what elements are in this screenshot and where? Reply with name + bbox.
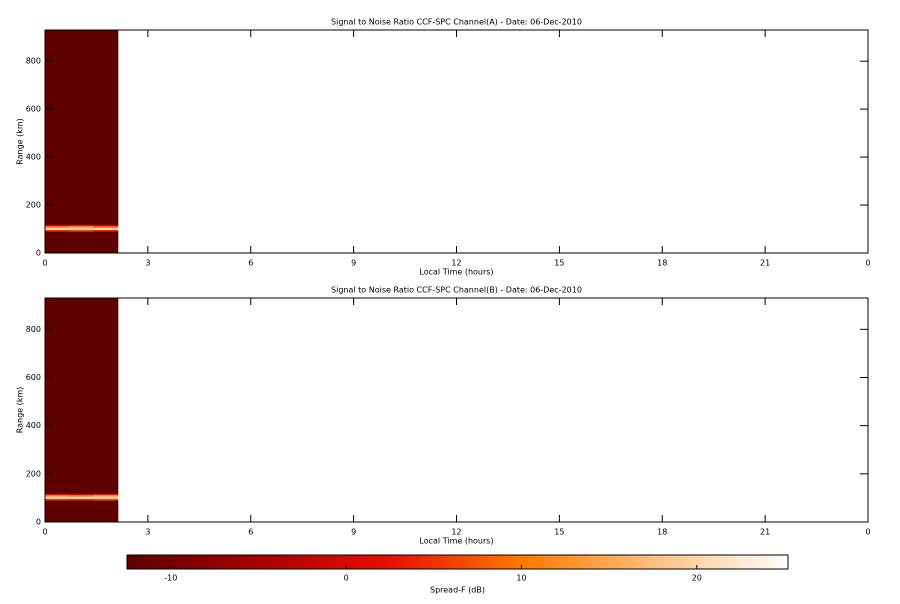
chart-title: Signal to Noise Ratio CCF-SPC Channel(A)… (331, 18, 582, 27)
heatmap-cell (69, 496, 94, 499)
y-tick-label: 400 (26, 153, 41, 162)
heatmap-cell (69, 228, 94, 231)
y-tick-label: 600 (26, 373, 41, 382)
y-tick-label: 0 (36, 249, 41, 258)
colorbar-label: Spread-F (dB) (430, 586, 485, 595)
y-tick-label: 800 (26, 325, 41, 334)
heatmap-cell (93, 228, 119, 231)
chart-title: Signal to Noise Ratio CCF-SPC Channel(B)… (331, 286, 582, 295)
heatmap-cell (93, 231, 119, 254)
heatmap-cell (93, 298, 119, 494)
heatmap-cell (69, 500, 94, 523)
heatmap-cell (45, 298, 70, 494)
heatmap-cell (45, 493, 70, 496)
plot-frame (44, 297, 869, 523)
x-tick-label: 6 (248, 528, 253, 537)
heatmap-cell (69, 298, 94, 494)
heatmap-cell (45, 226, 70, 229)
x-tick-label: 21 (760, 528, 770, 537)
y-axis-label: Range (km) (16, 118, 25, 165)
heatmap-cell (45, 498, 70, 501)
x-axis-label: Local Time (hours) (419, 268, 493, 277)
heatmap-cell (69, 231, 94, 254)
x-tick-label: 18 (657, 259, 667, 268)
x-tick-label: 15 (554, 528, 564, 537)
heatmap-cell (93, 496, 119, 499)
heatmap-cell (93, 498, 119, 501)
x-tick-label: 3 (145, 528, 150, 537)
y-tick-label: 200 (26, 469, 41, 478)
heatmap-cell (45, 229, 70, 232)
colorbar (126, 554, 789, 570)
heatmap-cell (93, 224, 119, 227)
x-tick-label: 21 (760, 259, 770, 268)
heatmap-cell (69, 30, 94, 226)
y-tick-label: 200 (26, 201, 41, 210)
x-tick-label: 6 (248, 259, 253, 268)
heatmap-cell (93, 30, 119, 226)
heatmap-cell (69, 493, 94, 496)
y-tick-label: 600 (26, 105, 41, 114)
x-tick-label: 0 (42, 259, 47, 268)
heatmap-cell (93, 229, 119, 232)
heatmap-cell (69, 498, 94, 501)
x-tick-label: 12 (451, 528, 461, 537)
heatmap-cell (45, 30, 70, 226)
heatmap-cell (69, 495, 94, 498)
y-tick-label: 800 (26, 57, 41, 66)
x-tick-label: 0 (42, 528, 47, 537)
heatmap-cell (45, 231, 70, 254)
colorbar-tick-label: 10 (516, 574, 526, 583)
colorbar-tick-label: -10 (164, 574, 177, 583)
heatmap-cell (93, 495, 119, 498)
x-tick-label: 18 (657, 528, 667, 537)
x-tick-label: 3 (145, 259, 150, 268)
x-axis-label: Local Time (hours) (419, 537, 493, 546)
plot-frame (44, 29, 869, 254)
heatmap-cell (45, 228, 70, 231)
colorbar-tick-label: 0 (344, 574, 349, 583)
x-tick-label: 9 (351, 528, 356, 537)
colorbar-tick-label: 20 (692, 574, 702, 583)
x-tick-label: 0 (865, 528, 870, 537)
y-tick-label: 0 (36, 518, 41, 527)
heatmap-cell (93, 226, 119, 229)
heatmap-cell (45, 495, 70, 498)
x-tick-label: 9 (351, 259, 356, 268)
heatmap-cell (69, 224, 94, 227)
heatmap-cell (69, 226, 94, 229)
y-axis-label: Range (km) (16, 387, 25, 434)
x-tick-label: 0 (865, 259, 870, 268)
x-tick-label: 15 (554, 259, 564, 268)
heatmap-cell (93, 500, 119, 523)
heatmap-cell (45, 496, 70, 499)
y-tick-label: 400 (26, 421, 41, 430)
x-tick-label: 12 (451, 259, 461, 268)
heatmap-cell (93, 493, 119, 496)
heatmap-cell (45, 500, 70, 523)
heatmap-cell (69, 229, 94, 232)
heatmap-cell (45, 224, 70, 227)
